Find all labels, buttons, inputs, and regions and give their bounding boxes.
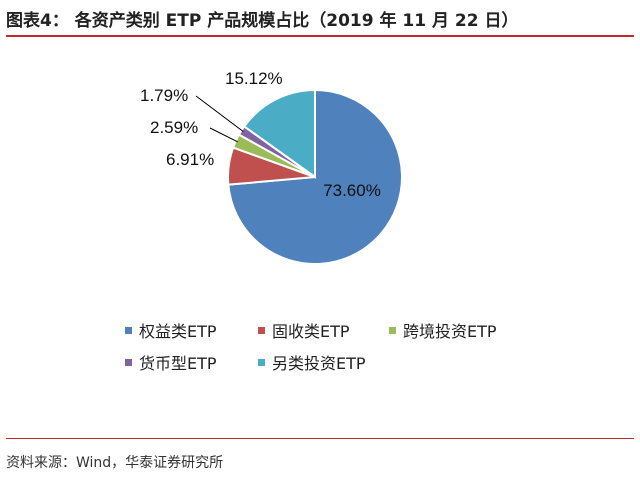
leader-line-cross-border — [209, 127, 238, 143]
data-label-equity: 73.60% — [323, 181, 381, 200]
source-note: 资料来源：Wind，华泰证券研究所 — [6, 455, 224, 471]
legend-swatch — [389, 327, 396, 334]
legend-swatch — [125, 359, 132, 366]
legend-item-equity: 权益类ETP — [125, 318, 217, 342]
leader-line-money-market — [195, 95, 244, 132]
legend-item-cross-border: 跨境投资ETP — [389, 318, 497, 342]
legend-swatch — [258, 359, 265, 366]
legend-item-fixed-income: 固收类ETP — [258, 318, 350, 342]
data-label-fixed-income: 6.91% — [166, 150, 214, 169]
legend-label: 权益类ETP — [139, 322, 217, 341]
data-label-money-market: 1.79% — [140, 86, 188, 105]
data-label-alternative: 15.12% — [225, 69, 283, 88]
legend-label: 货币型ETP — [139, 354, 217, 373]
legend-label: 跨境投资ETP — [403, 322, 497, 341]
footer-rule — [6, 438, 634, 439]
legend-label: 另类投资ETP — [272, 354, 366, 373]
legend-swatch — [125, 327, 132, 334]
legend-swatch — [258, 327, 265, 334]
title-rule — [6, 35, 634, 37]
pie-slice-alternative — [242, 88, 316, 179]
legend-item-money-market: 货币型ETP — [125, 350, 217, 374]
chart-title: 图表4： 各资产类别 ETP 产品规模占比（2019 年 11 月 22 日） — [6, 11, 519, 31]
legend-label: 固收类ETP — [272, 322, 350, 341]
data-label-cross-border: 2.59% — [150, 118, 198, 137]
legend-item-alternative: 另类投资ETP — [258, 350, 366, 374]
